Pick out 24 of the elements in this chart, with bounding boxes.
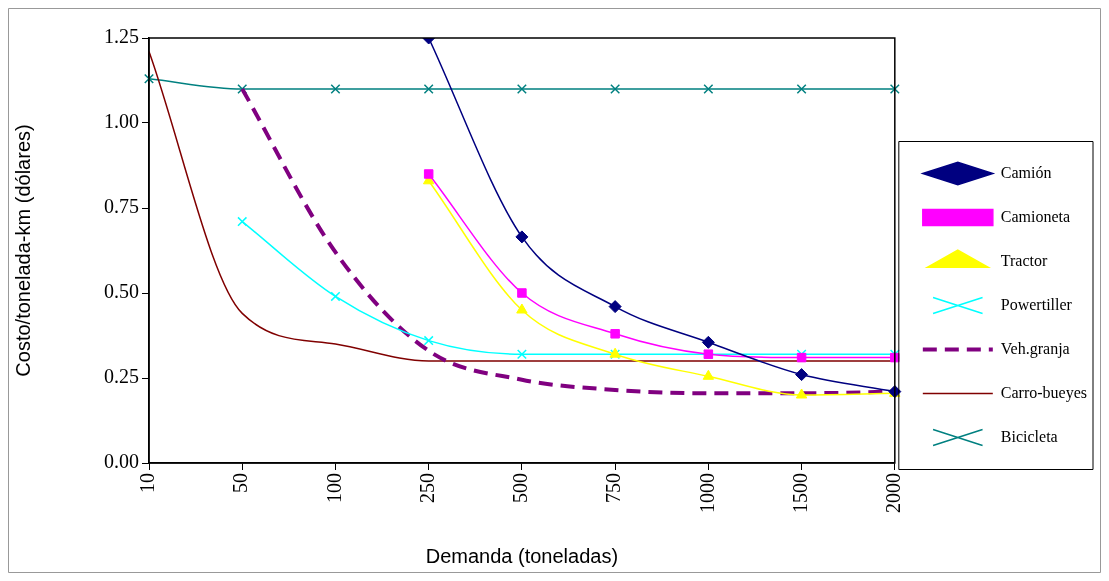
x-axis-title: Demanda (toneladas) bbox=[425, 544, 619, 567]
x-tick-label: 1500 bbox=[788, 473, 811, 513]
legend-label: Powertiller bbox=[1000, 295, 1073, 313]
x-tick-label: 100 bbox=[322, 473, 345, 503]
legend-label: Bicicleta bbox=[1000, 427, 1058, 445]
y-tick-label: 0.75 bbox=[104, 195, 139, 218]
x-tick-label: 2000 bbox=[882, 473, 905, 513]
y-tick-label: 1.00 bbox=[104, 110, 139, 133]
y-tick-label: 0.00 bbox=[104, 450, 139, 473]
x-tick-label: 750 bbox=[602, 473, 625, 503]
y-axis-title: Costo/tonelada-km (dólares) bbox=[11, 124, 34, 377]
y-tick-label: 0.25 bbox=[104, 365, 139, 388]
x-tick-label: 50 bbox=[229, 473, 252, 493]
x-tick-label: 250 bbox=[415, 473, 438, 503]
x-tick-label: 10 bbox=[136, 473, 159, 493]
x-tick-label: 500 bbox=[509, 473, 532, 503]
legend-label: Camión bbox=[1000, 163, 1052, 181]
legend-label: Carro-bueyes bbox=[1000, 383, 1087, 402]
legend-label: Veh.granja bbox=[1000, 339, 1070, 358]
y-tick-label: 0.50 bbox=[104, 280, 139, 303]
legend-label: Tractor bbox=[1000, 251, 1048, 269]
y-tick-label: 1.25 bbox=[104, 25, 139, 48]
x-tick-label: 1000 bbox=[695, 473, 718, 513]
legend-label: Camioneta bbox=[1000, 207, 1071, 225]
